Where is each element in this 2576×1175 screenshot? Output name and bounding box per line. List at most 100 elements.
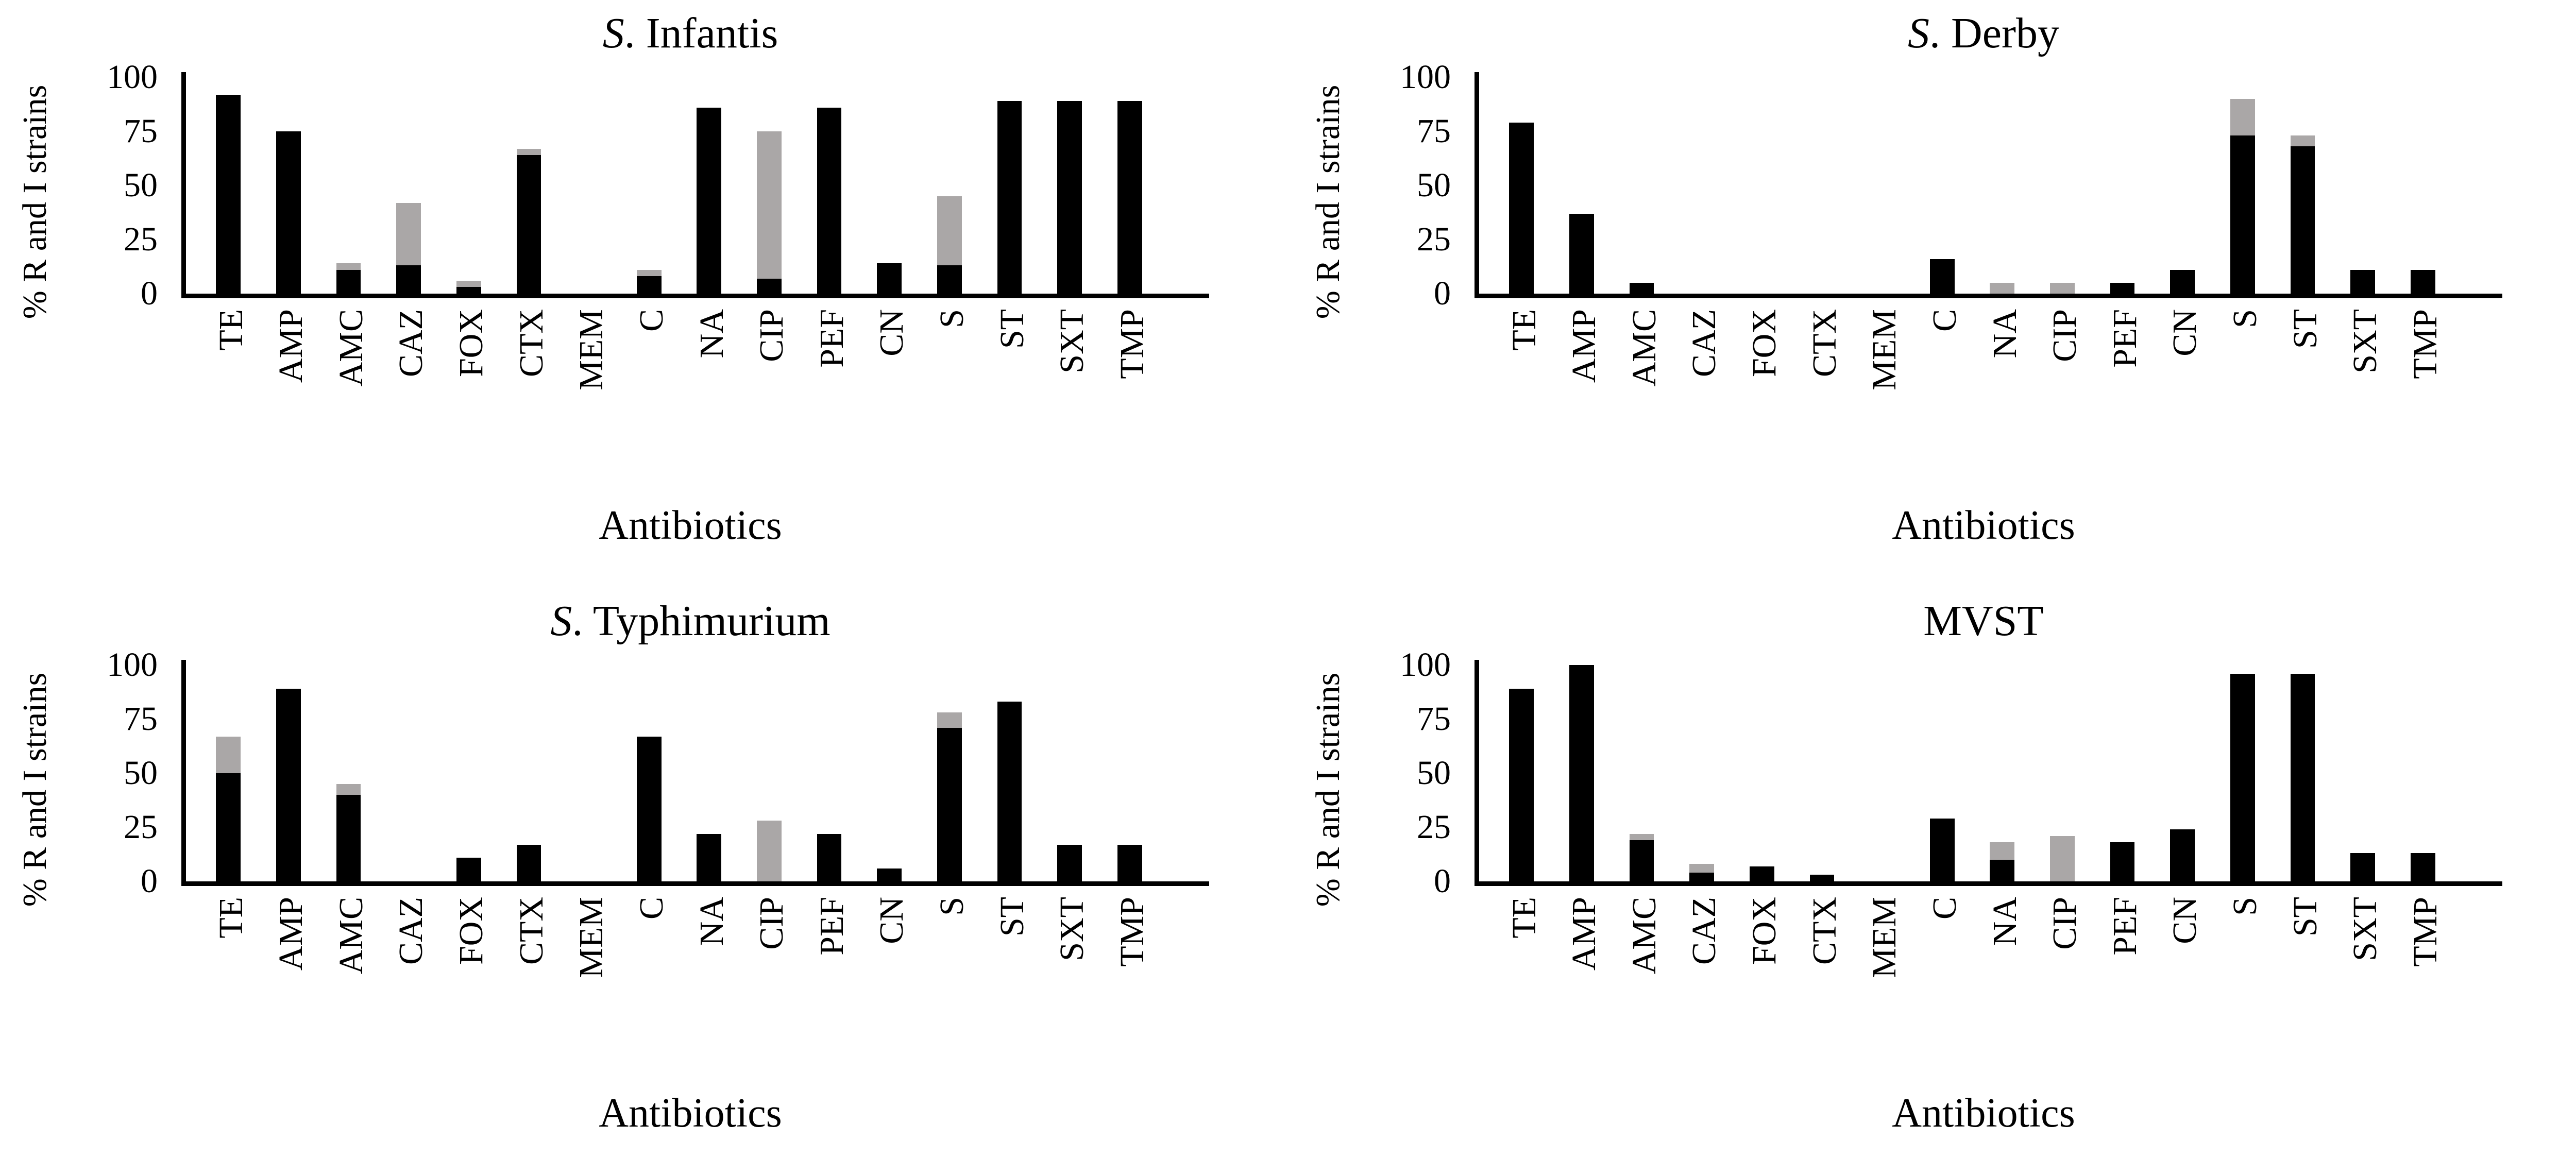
bar-slot-ctx <box>1792 77 1852 294</box>
resistant-segment <box>1929 819 1955 881</box>
stacked-bar-st <box>2290 135 2315 294</box>
x-category-label: ST <box>2286 897 2324 937</box>
resistant-segment <box>2170 269 2195 294</box>
x-category-label: AMP <box>272 309 310 383</box>
resistant-segment <box>697 107 722 294</box>
stacked-bar-tmp <box>2410 853 2435 881</box>
resistant-segment <box>997 101 1022 294</box>
bar-slot-pef <box>2092 77 2153 294</box>
x-category-label: ST <box>993 897 1031 937</box>
resistant-segment <box>1509 123 1534 294</box>
bars-area <box>186 77 1196 294</box>
y-tick-label: 0 <box>1434 862 1451 900</box>
bars-area <box>186 665 1196 881</box>
y-tick-label: 100 <box>1400 58 1451 96</box>
stacked-bar-amc <box>1629 833 1654 881</box>
resistant-segment <box>1057 101 1082 294</box>
bar-slot-tmp <box>2393 665 2453 881</box>
x-label-slot: NA <box>1972 897 2032 1062</box>
chart-title-rest: . Typhimurium <box>572 597 831 645</box>
resistant-segment <box>216 773 241 881</box>
bar-slot-s <box>920 77 980 294</box>
x-category-label: ST <box>2286 309 2324 349</box>
x-label-slot: FOX <box>1732 897 1792 1062</box>
stacked-bar-cip <box>757 821 782 881</box>
chart-title: S. Infantis <box>185 8 1195 58</box>
bar-slot-cip <box>739 665 800 881</box>
x-category-label: CN <box>2166 309 2204 356</box>
x-axis-title: Antibiotics <box>599 503 782 548</box>
stacked-bar-sxt <box>1057 101 1082 294</box>
bar-slot-caz <box>379 77 439 294</box>
stacked-bar-s <box>2230 99 2255 294</box>
x-label-slot: CIP <box>739 897 800 1062</box>
x-label-slot: CAZ <box>1672 897 1732 1062</box>
x-category-label: FOX <box>1745 897 1784 965</box>
x-label-slot: TE <box>1492 897 1552 1062</box>
bar-slot-fox <box>439 77 499 294</box>
stacked-bar-fox <box>456 857 481 881</box>
x-label-slot: AMC <box>1612 897 1672 1062</box>
bar-slot-te <box>198 665 259 881</box>
bar-slot-fox <box>439 665 499 881</box>
bar-slot-amp <box>1552 665 1612 881</box>
bar-slot-sxt <box>2333 77 2393 294</box>
x-category-label: CTX <box>512 897 550 965</box>
stacked-bar-pef <box>817 833 842 881</box>
bar-slot-na <box>1972 77 2032 294</box>
x-label-slot: TMP <box>1099 897 1160 1062</box>
resistant-segment <box>396 265 421 294</box>
resistant-segment <box>1569 213 1594 294</box>
x-category-label: TE <box>1505 897 1543 939</box>
bar-slot-c <box>1912 665 1972 881</box>
x-category-label: SXT <box>1053 897 1091 961</box>
x-category-label: MEM <box>572 309 611 390</box>
x-label-slot: CTX <box>499 309 559 474</box>
x-category-label: FOX <box>1745 309 1784 378</box>
y-tick-label: 50 <box>1417 166 1451 204</box>
x-category-label: AMC <box>332 309 370 387</box>
stacked-bar-cn <box>877 263 902 294</box>
y-tick-label: 0 <box>1434 275 1451 312</box>
x-category-label: AMP <box>272 897 310 971</box>
x-label-slot: MEM <box>559 897 619 1062</box>
x-label-slot: SXT <box>2333 897 2393 1062</box>
x-label-slot: AMP <box>1552 897 1612 1062</box>
x-category-label: CAZ <box>392 897 430 965</box>
x-category-labels: TE AMP AMC CAZ FOX CTX MEM C NA CIP PEF CN S ST SXT TMP <box>1479 897 2489 1062</box>
x-label-slot: AMP <box>1552 309 1612 474</box>
x-label-slot: S <box>920 309 980 474</box>
resistant-segment <box>216 94 241 294</box>
resistant-segment <box>1689 873 1715 881</box>
chart-title: S. Typhimurium <box>185 596 1195 646</box>
x-category-label: CN <box>873 309 911 356</box>
x-category-label: TMP <box>2406 897 2444 967</box>
x-category-label: TE <box>1505 309 1543 351</box>
resistant-segment <box>697 833 722 881</box>
resistant-segment <box>336 795 361 881</box>
bar-slot-pef <box>2092 665 2153 881</box>
x-label-slot: AMC <box>1612 309 1672 474</box>
x-category-label: TMP <box>1113 897 1151 967</box>
resistant-segment <box>456 287 481 294</box>
x-category-label: NA <box>1986 309 2024 359</box>
x-label-slot: S <box>2213 309 2273 474</box>
bar-slot-cn <box>859 77 920 294</box>
bar-slot-ctx <box>499 665 559 881</box>
chart-title-rest: MVST <box>1923 597 2044 645</box>
x-category-label: CIP <box>2046 309 2084 362</box>
resistant-segment <box>636 736 662 881</box>
stacked-bar-cn <box>2170 829 2195 881</box>
bar-slot-st <box>2273 665 2333 881</box>
stacked-bar-cip <box>757 131 782 294</box>
chart-title-italic: S <box>602 9 624 57</box>
x-category-label: C <box>1925 309 1963 332</box>
stacked-bar-cn <box>2170 269 2195 294</box>
x-category-label: S <box>933 309 971 328</box>
stacked-bar-tmp <box>1117 101 1142 294</box>
x-label-slot: CIP <box>2032 897 2093 1062</box>
x-axis-title: Antibiotics <box>599 1091 782 1136</box>
x-label-slot: NA <box>1972 309 2032 474</box>
bar-slot-cip <box>2032 77 2093 294</box>
bar-slot-caz <box>1672 77 1732 294</box>
